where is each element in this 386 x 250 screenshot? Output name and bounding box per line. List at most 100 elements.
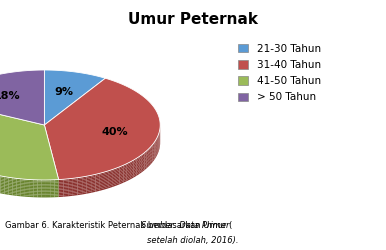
Polygon shape bbox=[133, 173, 136, 176]
Polygon shape bbox=[157, 140, 158, 144]
Polygon shape bbox=[91, 180, 95, 182]
Polygon shape bbox=[133, 170, 136, 173]
Polygon shape bbox=[95, 186, 100, 189]
Polygon shape bbox=[156, 154, 157, 158]
Polygon shape bbox=[68, 194, 73, 196]
Polygon shape bbox=[108, 177, 112, 180]
Polygon shape bbox=[8, 182, 12, 184]
Text: Umur Peternak: Umur Peternak bbox=[128, 12, 258, 28]
Polygon shape bbox=[17, 194, 21, 196]
Polygon shape bbox=[154, 143, 156, 147]
Polygon shape bbox=[142, 167, 144, 171]
Polygon shape bbox=[91, 179, 95, 181]
Polygon shape bbox=[104, 187, 108, 190]
Polygon shape bbox=[73, 178, 78, 180]
Polygon shape bbox=[142, 157, 144, 160]
Polygon shape bbox=[95, 179, 100, 182]
Polygon shape bbox=[46, 187, 50, 189]
Polygon shape bbox=[59, 195, 63, 197]
Polygon shape bbox=[149, 146, 151, 150]
Polygon shape bbox=[17, 183, 21, 185]
Polygon shape bbox=[17, 178, 21, 180]
Polygon shape bbox=[154, 155, 156, 158]
Polygon shape bbox=[158, 141, 159, 144]
Polygon shape bbox=[91, 188, 95, 190]
Polygon shape bbox=[108, 176, 112, 178]
Polygon shape bbox=[144, 151, 147, 154]
Polygon shape bbox=[42, 180, 46, 182]
Polygon shape bbox=[120, 171, 123, 174]
Polygon shape bbox=[63, 195, 68, 197]
Polygon shape bbox=[149, 154, 151, 158]
Polygon shape bbox=[54, 184, 59, 186]
Polygon shape bbox=[50, 192, 54, 193]
Polygon shape bbox=[78, 186, 82, 188]
Polygon shape bbox=[21, 188, 25, 190]
Polygon shape bbox=[120, 181, 123, 184]
Polygon shape bbox=[78, 181, 82, 184]
Polygon shape bbox=[82, 180, 87, 183]
Polygon shape bbox=[133, 167, 136, 170]
Polygon shape bbox=[50, 187, 54, 189]
Polygon shape bbox=[87, 190, 91, 192]
Polygon shape bbox=[46, 193, 50, 194]
Polygon shape bbox=[104, 180, 108, 182]
Polygon shape bbox=[0, 179, 5, 181]
Polygon shape bbox=[136, 170, 139, 173]
Polygon shape bbox=[147, 154, 149, 158]
Polygon shape bbox=[100, 176, 104, 179]
Polygon shape bbox=[33, 194, 37, 196]
Polygon shape bbox=[100, 172, 104, 175]
Polygon shape bbox=[0, 186, 5, 188]
Polygon shape bbox=[82, 188, 87, 190]
Polygon shape bbox=[149, 152, 151, 156]
Polygon shape bbox=[5, 182, 8, 184]
Polygon shape bbox=[108, 181, 112, 184]
Polygon shape bbox=[12, 187, 17, 188]
Polygon shape bbox=[5, 193, 8, 195]
Polygon shape bbox=[95, 189, 100, 192]
Polygon shape bbox=[144, 156, 147, 160]
Polygon shape bbox=[108, 186, 112, 188]
Polygon shape bbox=[21, 179, 25, 181]
Polygon shape bbox=[151, 146, 153, 150]
Polygon shape bbox=[144, 154, 147, 157]
Text: 9%: 9% bbox=[54, 87, 74, 97]
Polygon shape bbox=[68, 178, 73, 180]
Polygon shape bbox=[78, 189, 82, 191]
Polygon shape bbox=[21, 183, 25, 185]
Polygon shape bbox=[73, 189, 78, 192]
Polygon shape bbox=[73, 182, 78, 184]
Polygon shape bbox=[142, 154, 144, 158]
Polygon shape bbox=[12, 190, 17, 192]
Polygon shape bbox=[116, 174, 120, 177]
Polygon shape bbox=[133, 158, 136, 162]
Polygon shape bbox=[37, 192, 42, 193]
Polygon shape bbox=[59, 188, 63, 190]
Text: setelah diolah, 2016).: setelah diolah, 2016). bbox=[147, 236, 239, 245]
Polygon shape bbox=[5, 181, 8, 183]
Polygon shape bbox=[91, 189, 95, 191]
Polygon shape bbox=[108, 180, 112, 182]
Polygon shape bbox=[82, 189, 87, 192]
Polygon shape bbox=[123, 166, 127, 170]
Polygon shape bbox=[25, 190, 29, 191]
Polygon shape bbox=[112, 177, 116, 180]
Polygon shape bbox=[153, 154, 154, 158]
Polygon shape bbox=[156, 141, 157, 144]
Polygon shape bbox=[37, 184, 42, 186]
Polygon shape bbox=[82, 184, 87, 186]
Polygon shape bbox=[153, 144, 154, 148]
Polygon shape bbox=[156, 152, 157, 156]
Polygon shape bbox=[127, 178, 130, 181]
Polygon shape bbox=[59, 182, 63, 184]
Polygon shape bbox=[8, 180, 12, 182]
Polygon shape bbox=[33, 188, 37, 190]
Polygon shape bbox=[17, 188, 21, 190]
Polygon shape bbox=[12, 191, 17, 193]
Polygon shape bbox=[63, 180, 68, 182]
Polygon shape bbox=[95, 175, 100, 177]
Polygon shape bbox=[133, 163, 136, 166]
Polygon shape bbox=[78, 184, 82, 186]
Polygon shape bbox=[116, 168, 120, 171]
